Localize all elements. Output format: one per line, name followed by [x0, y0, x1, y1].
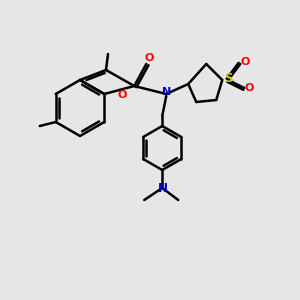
Text: S: S — [224, 71, 232, 85]
Text: O: O — [145, 53, 154, 63]
Text: N: N — [158, 182, 168, 196]
Text: O: O — [118, 90, 127, 100]
Text: N: N — [162, 87, 171, 97]
Text: O: O — [241, 57, 250, 67]
Text: O: O — [244, 83, 254, 93]
